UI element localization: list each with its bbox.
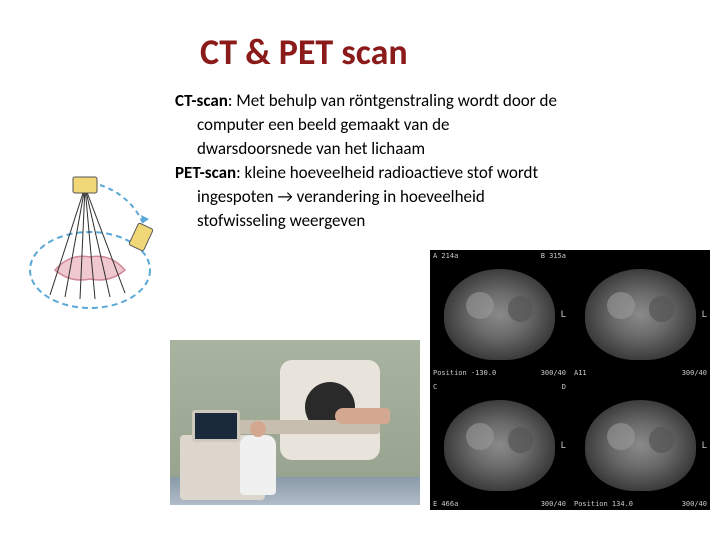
scan-image-b: A11 300/40 L	[571, 250, 710, 379]
ct-text-1: : Met behulp van röntgenstraling wordt d…	[228, 90, 557, 111]
pet-line2: ingespoten → verandering in hoeveelheid	[175, 186, 655, 208]
pet-label: PET-scan	[175, 162, 236, 183]
pet-line1: PET-scan: kleine hoeveelheid radioactiev…	[175, 162, 655, 184]
scan-label: Position 134.0	[574, 500, 633, 508]
scan-image-c: C D E 466a 300/40 L	[430, 381, 569, 510]
ct-line1: CT-scan: Met behulp van röntgenstraling …	[175, 90, 655, 112]
scan-body-a	[444, 269, 555, 359]
scan-body-c	[444, 400, 555, 490]
ct-label: CT-scan	[175, 90, 228, 111]
ct-room-photo	[170, 340, 420, 505]
body-text: CT-scan: Met behulp van röntgenstraling …	[175, 90, 655, 235]
photo-operator	[240, 435, 276, 495]
photo-monitor	[192, 410, 240, 442]
scan-label: Position -130.0	[433, 369, 496, 377]
scan-body-b	[585, 269, 696, 359]
scan-label: 300/40	[541, 369, 566, 377]
scan-label: L	[702, 441, 707, 451]
scan-label: L	[561, 310, 566, 320]
scan-label: 300/40	[682, 500, 707, 508]
scan-label: D	[562, 383, 566, 391]
scan-label: 300/40	[682, 369, 707, 377]
scan-label: L	[702, 310, 707, 320]
ct-principle-diagram	[15, 175, 165, 335]
ct-line2: computer een beeld gemaakt van de	[175, 114, 655, 136]
photo-patient	[335, 408, 390, 424]
scan-label: A11	[574, 369, 587, 377]
scan-image-d: Position 134.0 300/40 L	[571, 381, 710, 510]
ct-scan-grid: A 214a B 315a Position -130.0 300/40 L A…	[430, 250, 710, 510]
scan-label: C	[433, 383, 437, 391]
scan-image-a: A 214a B 315a Position -130.0 300/40 L	[430, 250, 569, 379]
scan-label: E 466a	[433, 500, 458, 508]
scan-label: 300/40	[541, 500, 566, 508]
scan-body-d	[585, 400, 696, 490]
slide-title: CT & PET scan	[200, 30, 408, 74]
scan-label: B 315a	[541, 252, 566, 260]
pet-line3: stofwisseling weergeven	[175, 210, 655, 232]
scan-label: A 214a	[433, 252, 458, 260]
scan-label: L	[561, 441, 566, 451]
ct-line3: dwarsdoorsnede van het lichaam	[175, 138, 655, 160]
pet-text-1: : kleine hoeveelheid radioactieve stof w…	[236, 162, 538, 183]
